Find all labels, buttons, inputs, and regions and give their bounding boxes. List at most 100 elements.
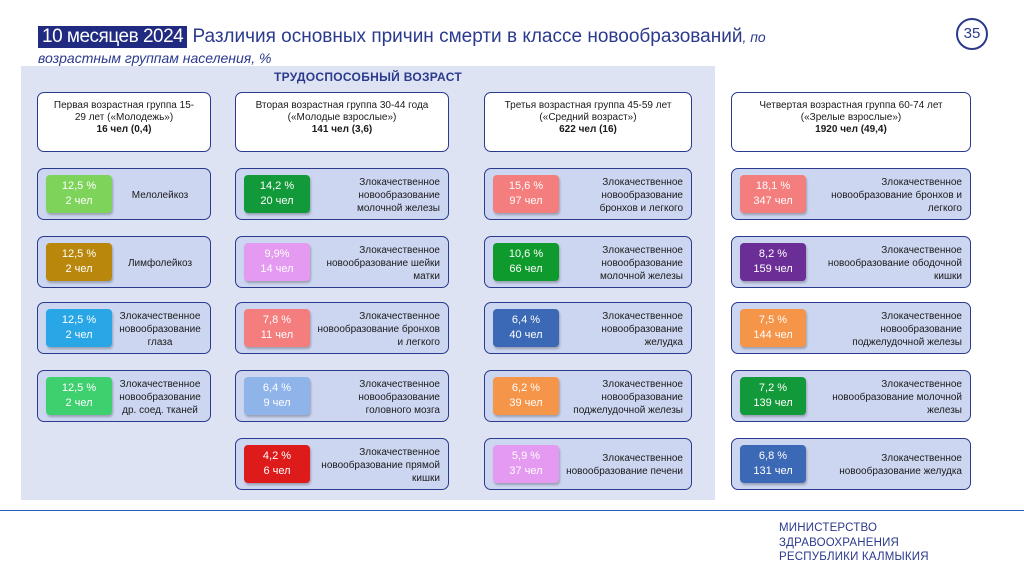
- cause-value-box: 8,2 % 159 чел: [740, 243, 806, 281]
- cause-card: 7,5 % 144 чел Злокачественное новообразова…: [731, 302, 971, 354]
- footer-divider: [0, 510, 1024, 511]
- cause-card: 10,6 % 66 чел Злокачественное новообразова…: [484, 236, 692, 288]
- page-number: 35: [956, 18, 988, 50]
- ministry-line-3: РЕСПУБЛИКИ КАЛМЫКИЯ: [779, 551, 929, 563]
- cause-card: 5,9 % 37 чел Злокачественное новообразован…: [484, 438, 692, 490]
- cause-value-box: 9,9% 14 чел: [244, 243, 310, 281]
- cause-percent: 7,5 %: [758, 314, 788, 326]
- cause-percent: 12,5 %: [61, 248, 97, 260]
- cause-label: Мелолейкоз: [131, 189, 189, 201]
- cause-label: Злокачественное новообразование печени: [566, 453, 683, 477]
- cause-label: Злокачественное новообразование шейки ма…: [326, 244, 440, 282]
- cause-label: Злокачественное новообразование желудка: [839, 453, 962, 477]
- cause-percent: 6,4 %: [262, 382, 292, 394]
- cause-percent: 6,4 %: [511, 314, 541, 326]
- group-title-line: Вторая возрастная группа 30-44 года: [255, 100, 429, 111]
- cause-label: Злокачественное новообразование желудка: [601, 310, 683, 348]
- group-count: 141 чел (3,6): [311, 124, 373, 135]
- cause-people: 131 чел: [753, 465, 793, 477]
- cause-percent: 4,2 %: [262, 450, 292, 462]
- cause-people: 97 чел: [509, 195, 543, 207]
- working-age-label: ТРУДОСПОСОБНЫЙ ВОЗРАСТ: [273, 70, 463, 84]
- title-text: Различия основных причин смерти в классе…: [192, 26, 743, 47]
- cause-people: 159 чел: [753, 263, 793, 275]
- cause-people: 37 чел: [509, 465, 543, 477]
- cause-value-box: 10,6 % 66 чел: [493, 243, 559, 281]
- cause-label: Злокачественное новообразование молочной…: [356, 176, 440, 214]
- cause-percent: 8,2 %: [758, 248, 788, 260]
- cause-label: Злокачественное новообразование молочной…: [832, 378, 962, 416]
- age-group-2-header: Вторая возрастная группа 30-44 года («Мол…: [235, 92, 449, 152]
- ministry-line-1: МИНИСТЕРСТВО: [779, 522, 878, 534]
- cause-label: Злокачественное новообразование прямой к…: [321, 446, 440, 484]
- cause-people: 2 чел: [65, 329, 93, 341]
- cause-card: 18,1 % 347 чел Злокачественное новообразов…: [731, 168, 971, 220]
- cause-label: Злокачественное новообразование молочной…: [599, 244, 683, 282]
- cause-percent: 6,2 %: [511, 382, 541, 394]
- cause-people: 347 чел: [753, 195, 793, 207]
- ministry-name: МИНИСТЕРСТВО ЗДРАВООХРАНЕНИЯ РЕСПУБЛИКИ …: [779, 521, 929, 565]
- cause-value-box: 7,8 % 11 чел: [244, 309, 310, 347]
- cause-people: 40 чел: [509, 329, 543, 341]
- cause-card: 7,2 % 139 чел Злокачественное новообразова…: [731, 370, 971, 422]
- cause-percent: 10,6 %: [508, 248, 544, 260]
- cause-people: 2 чел: [65, 263, 93, 275]
- cause-people: 2 чел: [65, 397, 93, 409]
- group-title-line: («Молодые взрослые»): [287, 112, 397, 123]
- cause-card: 14,2 % 20 чел Злокачественное новообразова…: [235, 168, 449, 220]
- cause-value-box: 4,2 % 6 чел: [244, 445, 310, 483]
- cause-label: Злокачественное новообразование ободочно…: [827, 244, 962, 282]
- cause-label: Лимфолейкоз: [127, 257, 193, 269]
- cause-people: 6 чел: [263, 465, 291, 477]
- group-title-line: («Средний возраст»): [539, 112, 637, 123]
- group-count: 622 чел (16): [559, 124, 617, 135]
- cause-value-box: 12,5 % 2 чел: [46, 243, 112, 281]
- cause-card: 6,2 % 39 чел Злокачественное новообразован…: [484, 370, 692, 422]
- cause-value-box: 5,9 % 37 чел: [493, 445, 559, 483]
- cause-value-box: 7,2 % 139 чел: [740, 377, 806, 415]
- cause-label: Злокачественное новообразование поджелуд…: [852, 310, 962, 348]
- cause-people: 20 чел: [260, 195, 294, 207]
- group-title-line: («Зрелые взрослые»): [800, 112, 902, 123]
- cause-percent: 15,6 %: [508, 180, 544, 192]
- cause-percent: 7,2 %: [758, 382, 788, 394]
- cause-percent: 5,9 %: [511, 450, 541, 462]
- group-count: 1920 чел (49,4): [815, 124, 887, 135]
- cause-value-box: 12,5 % 2 чел: [46, 377, 112, 415]
- cause-people: 11 чел: [260, 329, 294, 341]
- cause-percent: 14,2 %: [259, 180, 295, 192]
- cause-people: 144 чел: [753, 329, 793, 341]
- group-title-line: 29 лет («Молодежь»): [74, 112, 174, 123]
- period-badge: 10 месяцев 2024: [38, 26, 188, 48]
- age-group-3-header: Третья возрастная группа 45-59 лет («Сред…: [484, 92, 692, 152]
- cause-card: 4,2 % 6 чел Злокачественное новообразовани…: [235, 438, 449, 490]
- cause-people: 2 чел: [65, 195, 93, 207]
- cause-value-box: 15,6 % 97 чел: [493, 175, 559, 213]
- cause-card: 6,4 % 40 чел Злокачественное новообразован…: [484, 302, 692, 354]
- cause-card: 7,8 % 11 чел Злокачественное новообразован…: [235, 302, 449, 354]
- cause-percent: 18,1 %: [755, 180, 791, 192]
- cause-label: Злокачественное новообразование бронхов …: [317, 310, 440, 348]
- cause-people: 9 чел: [263, 397, 291, 409]
- cause-percent: 12,5 %: [61, 382, 97, 394]
- cause-card: 6,4 % 9 чел Злокачественное новообразовани…: [235, 370, 449, 422]
- cause-people: 14 чел: [260, 263, 294, 275]
- cause-value-box: 14,2 % 20 чел: [244, 175, 310, 213]
- cause-card: 12,5 % 2 чел Мелолейкоз: [37, 168, 211, 220]
- cause-value-box: 6,8 % 131 чел: [740, 445, 806, 483]
- group-title-line: Четвертая возрастная группа 60-74 лет: [759, 100, 943, 111]
- cause-value-box: 12,5 % 2 чел: [46, 309, 112, 347]
- cause-card: 15,6 % 97 чел Злокачественное новообразова…: [484, 168, 692, 220]
- cause-label: Злокачественное новообразование глаза: [119, 310, 201, 348]
- group-title-line: Первая возрастная группа 15-: [53, 100, 195, 111]
- cause-value-box: 18,1 % 347 чел: [740, 175, 806, 213]
- cause-value-box: 6,4 % 40 чел: [493, 309, 559, 347]
- cause-percent: 6,8 %: [758, 450, 788, 462]
- cause-label: Злокачественное новообразование др. соед…: [119, 378, 201, 416]
- cause-card: 8,2 % 159 чел Злокачественное новообразова…: [731, 236, 971, 288]
- cause-people: 139 чел: [753, 397, 793, 409]
- cause-value-box: 6,2 % 39 чел: [493, 377, 559, 415]
- cause-people: 66 чел: [509, 263, 543, 275]
- group-count: 16 чел (0,4): [96, 124, 152, 135]
- cause-value-box: 12,5 % 2 чел: [46, 175, 112, 213]
